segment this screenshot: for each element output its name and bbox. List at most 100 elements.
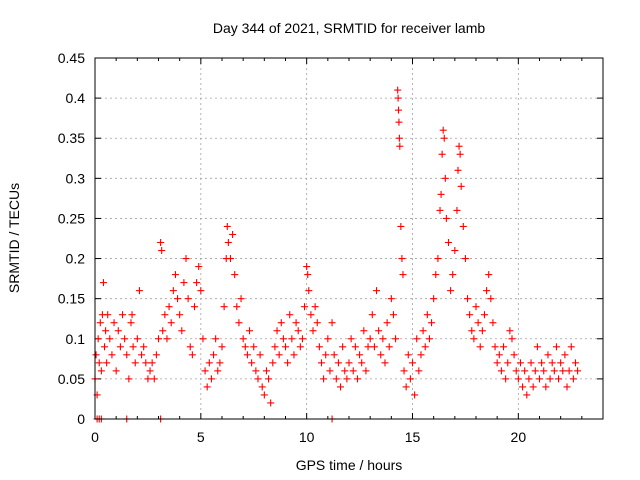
y-tick-label: 0.05 <box>58 371 85 387</box>
data-point <box>557 359 565 367</box>
data-point <box>231 271 239 279</box>
data-point <box>298 335 306 343</box>
data-point <box>237 295 245 303</box>
data-point <box>197 287 205 295</box>
data-point <box>275 351 283 359</box>
data-point <box>301 303 309 311</box>
x-tick-label: 15 <box>405 429 421 445</box>
data-point <box>464 295 472 303</box>
data-point <box>121 335 129 343</box>
data-point <box>497 367 505 375</box>
data-point <box>322 351 330 359</box>
data-point <box>311 303 319 311</box>
data-point <box>453 206 461 214</box>
data-point <box>521 367 529 375</box>
chart-title: Day 344 of 2021, SRMTID for receiver lam… <box>213 20 486 36</box>
data-point <box>129 343 137 351</box>
data-point <box>184 295 192 303</box>
data-point <box>95 359 103 367</box>
data-point <box>309 327 317 335</box>
data-point <box>150 375 158 383</box>
data-point <box>131 359 139 367</box>
tick-labels: 0 0.05 0.1 0.15 0.2 0.25 0.3 0.35 0.4 0.45 0 5 10 15 2… <box>58 50 527 445</box>
data-point <box>135 287 143 295</box>
data-point <box>326 367 334 375</box>
data-point <box>349 367 357 375</box>
data-point <box>358 359 366 367</box>
data-point <box>356 351 364 359</box>
data-point <box>220 303 228 311</box>
data-point <box>442 214 450 222</box>
data-point <box>224 239 232 247</box>
data-point <box>248 359 256 367</box>
data-point <box>193 279 201 287</box>
data-point <box>267 399 275 407</box>
data-point <box>351 343 359 351</box>
x-tick-label: 5 <box>197 429 205 445</box>
data-point <box>510 351 518 359</box>
data-point <box>273 327 281 335</box>
data-point <box>485 271 493 279</box>
data-point <box>112 367 120 375</box>
data-point <box>320 375 328 383</box>
data-point <box>260 391 268 399</box>
data-point <box>377 351 385 359</box>
data-point <box>214 367 222 375</box>
data-point <box>394 94 402 102</box>
data-point <box>544 351 552 359</box>
data-point <box>514 375 522 383</box>
data-point <box>392 335 400 343</box>
data-point <box>256 351 264 359</box>
data-point <box>470 335 478 343</box>
data-point <box>432 271 440 279</box>
data-point <box>210 351 218 359</box>
data-point <box>406 375 414 383</box>
data-point <box>190 303 198 311</box>
data-point <box>262 367 270 375</box>
data-point <box>94 335 102 343</box>
data-point <box>315 343 323 351</box>
data-point <box>437 190 445 198</box>
data-point <box>265 375 273 383</box>
data-point <box>508 335 516 343</box>
data-point <box>233 303 241 311</box>
data-point <box>290 351 298 359</box>
data-point <box>381 359 389 367</box>
data-point <box>525 375 533 383</box>
data-point <box>400 367 408 375</box>
data-point <box>116 343 124 351</box>
data-point <box>96 319 104 327</box>
data-point <box>561 351 569 359</box>
data-point <box>559 367 567 375</box>
data-point <box>203 383 211 391</box>
data-point <box>385 343 393 351</box>
data-point <box>252 367 260 375</box>
data-point <box>533 343 541 351</box>
data-point <box>303 263 311 271</box>
data-point <box>195 263 203 271</box>
data-point <box>516 359 524 367</box>
data-point <box>536 375 543 383</box>
data-point <box>174 295 182 303</box>
data-point <box>334 359 342 367</box>
x-axis-title: GPS time / hours <box>296 457 403 473</box>
data-point <box>178 327 186 335</box>
data-point <box>413 335 421 343</box>
data-point <box>439 126 447 134</box>
data-point <box>550 367 558 375</box>
data-point <box>417 351 425 359</box>
data-point <box>157 239 165 247</box>
data-point <box>468 327 476 335</box>
data-point <box>246 327 254 335</box>
data-point <box>125 375 133 383</box>
data-point <box>188 351 196 359</box>
data-point <box>571 359 579 367</box>
data-point <box>569 375 577 383</box>
data-point <box>205 359 213 367</box>
data-point <box>239 335 247 343</box>
data-point <box>466 311 474 319</box>
data-point <box>449 271 457 279</box>
data-point <box>373 287 381 295</box>
data-point <box>495 351 503 359</box>
